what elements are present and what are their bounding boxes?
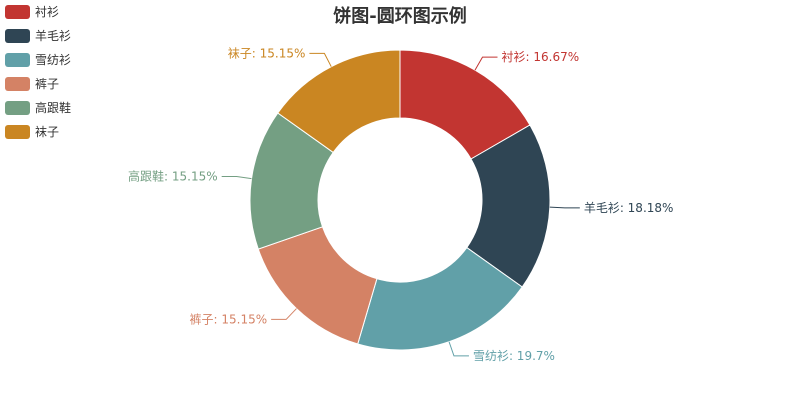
slice-2[interactable] <box>357 246 523 351</box>
label-line-1 <box>549 206 580 209</box>
label-line-2 <box>448 341 469 357</box>
label-line-0 <box>474 56 498 71</box>
slices <box>249 49 551 351</box>
legend-label: 裤子 <box>35 77 59 91</box>
legend-label: 高跟鞋 <box>35 100 71 115</box>
legend-swatch <box>5 29 30 43</box>
legend-swatch <box>5 77 30 91</box>
label-line-4 <box>221 176 252 180</box>
label-line-3 <box>271 308 297 320</box>
legend-item-0[interactable]: 衬衫 <box>5 5 59 19</box>
slice-3[interactable] <box>257 226 378 345</box>
slice-label-2: 雪纺衫: 19.7% <box>473 349 555 363</box>
chart-title: 饼图-圆环图示例 <box>333 5 466 27</box>
legend-label: 衬衫 <box>35 5 59 19</box>
slice-label-0: 衬衫: 16.67% <box>502 50 580 64</box>
legend-item-4[interactable]: 高跟鞋 <box>5 100 71 115</box>
slice-label-4: 高跟鞋: 15.15% <box>128 169 218 184</box>
legend-label: 袜子 <box>35 125 59 139</box>
legend-label: 羊毛衫 <box>35 28 71 43</box>
legend-item-2[interactable]: 雪纺衫 <box>5 53 71 67</box>
legend-item-5[interactable]: 袜子 <box>5 125 59 139</box>
slice-label-5: 袜子: 15.15% <box>228 46 306 60</box>
legend-swatch <box>5 53 30 67</box>
legend-swatch <box>5 125 30 139</box>
legend-item-3[interactable]: 裤子 <box>5 77 59 91</box>
legend-swatch <box>5 101 30 115</box>
slice-5[interactable] <box>277 49 401 154</box>
label-line-5 <box>309 52 332 67</box>
slice-label-1: 羊毛衫: 18.18% <box>584 200 674 215</box>
slice-labels: 衬衫: 16.67% 羊毛衫: 18.18% 雪纺衫: 19.7% 裤子: 15.15… <box>128 46 673 363</box>
slice-label-3: 裤子: 15.15% <box>190 312 268 326</box>
legend-swatch <box>5 5 30 19</box>
legend-item-1[interactable]: 羊毛衫 <box>5 28 71 43</box>
legend-label: 雪纺衫 <box>35 53 71 67</box>
